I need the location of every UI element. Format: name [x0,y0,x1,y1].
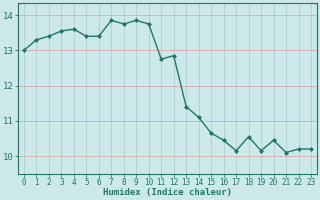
X-axis label: Humidex (Indice chaleur): Humidex (Indice chaleur) [103,188,232,197]
